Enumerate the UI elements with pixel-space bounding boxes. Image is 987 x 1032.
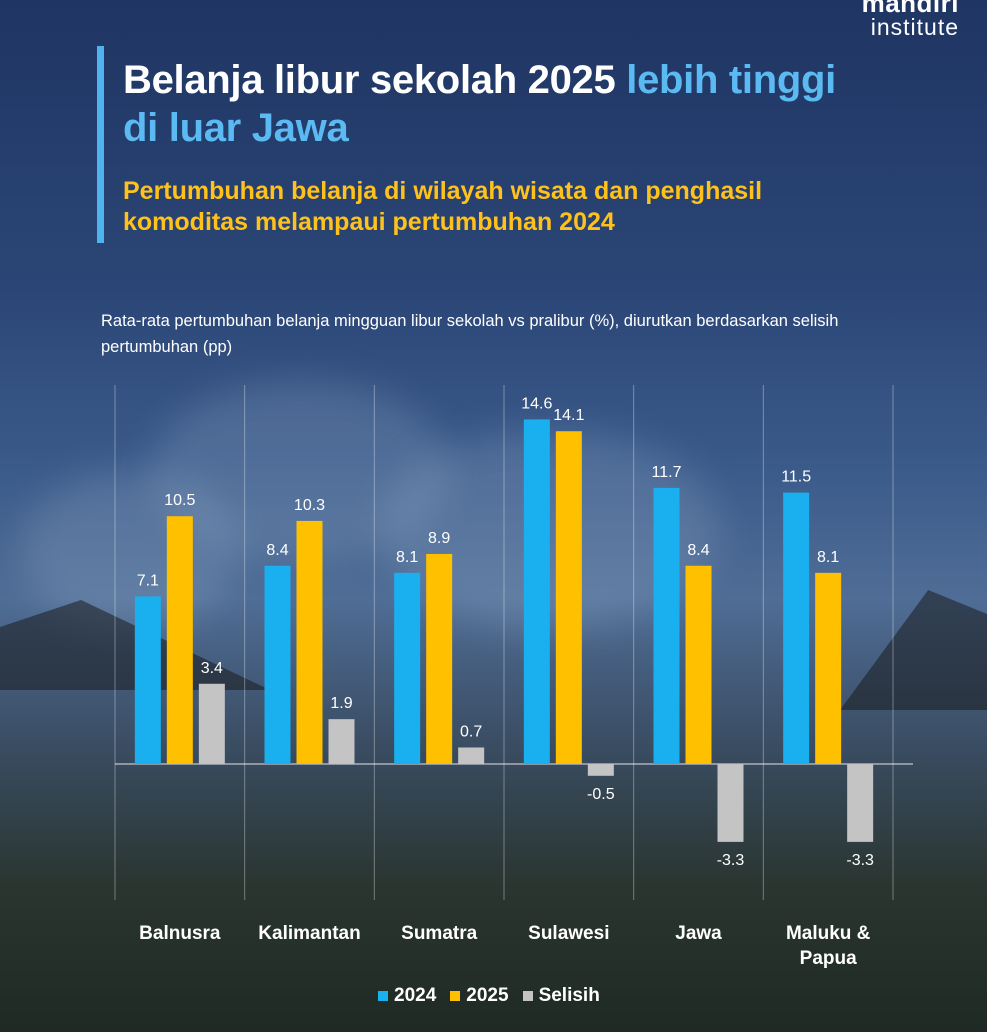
title-highlight1: lebih tinggi: [626, 58, 836, 102]
category-label: Maluku &: [786, 923, 871, 944]
title-accent-bar: [97, 46, 104, 243]
bar-selisih-5: [847, 764, 874, 842]
bar-selisih-1: [328, 719, 355, 764]
category-label: Jawa: [675, 923, 722, 944]
legend-item-selisih: Selisih: [522, 985, 600, 1007]
data-label: 3.4: [201, 660, 223, 677]
data-label: 14.6: [521, 395, 552, 412]
bar-2025-3: [555, 431, 582, 764]
legend-swatch-2025: [450, 991, 461, 1001]
bar-2025-4: [685, 565, 712, 764]
data-label: 7.1: [137, 572, 159, 589]
category-label: Sumatra: [401, 923, 477, 944]
category-label: Sulawesi: [528, 923, 609, 944]
legend-label-2025: 2025: [466, 985, 509, 1006]
bar-2025-2: [426, 553, 453, 764]
legend-label-selisih: Selisih: [538, 985, 600, 1006]
page-title: Belanja libur sekolah 2025 lebih tinggi …: [123, 56, 923, 152]
bar-2024-3: [523, 419, 550, 764]
chart-description: Rata-rata pertumbuhan belanja mingguan l…: [101, 312, 839, 356]
data-label: -3.3: [717, 852, 745, 869]
legend-swatch-selisih: [522, 991, 533, 1001]
data-label: 8.9: [428, 530, 450, 547]
data-label: 11.7: [652, 464, 682, 481]
title-part1: Belanja libur sekolah 2025: [123, 58, 627, 102]
data-label: -3.3: [846, 852, 874, 869]
bar-2024-2: [394, 572, 421, 764]
bar-selisih-2: [458, 747, 485, 764]
legend-swatch-2024: [378, 991, 388, 1001]
data-label: 8.4: [266, 542, 288, 559]
bar-selisih-4: [717, 764, 744, 842]
data-label: 8.1: [817, 549, 839, 566]
bar-2024-4: [653, 487, 680, 764]
legend-item-2024: 2024: [378, 985, 436, 1007]
bar-2025-0: [166, 516, 193, 764]
data-label: 11.5: [781, 469, 811, 486]
data-label: 10.3: [294, 497, 325, 514]
bar-2025-1: [296, 520, 323, 764]
chart-legend: 2024 2025 Selisih: [378, 985, 600, 1007]
brand-line1: mandiri: [861, 0, 959, 18]
background-cloud: [20, 470, 240, 630]
category-label: Balnusra: [139, 923, 221, 944]
brand-line2: institute: [870, 14, 959, 40]
data-label: 8.1: [396, 549, 418, 566]
page-subtitle: Pertumbuhan belanja di wilayah wisata da…: [123, 177, 763, 236]
bar-selisih-3: [587, 764, 614, 776]
bar-2024-0: [134, 596, 161, 764]
bar-2024-5: [783, 492, 810, 764]
legend-label-2024: 2024: [394, 985, 437, 1006]
title-highlight2: di luar Jawa: [123, 106, 349, 150]
category-label: Papua: [800, 948, 857, 969]
data-label: 8.4: [687, 542, 709, 559]
brand-logo: mandiri institute: [862, 0, 959, 39]
bar-2024-1: [264, 565, 291, 764]
legend-item-2025: 2025: [450, 985, 509, 1007]
category-label: Kalimantan: [258, 923, 360, 944]
data-label: 0.7: [460, 723, 482, 740]
bar-selisih-0: [198, 683, 225, 764]
data-label: -0.5: [587, 786, 615, 803]
data-label: 14.1: [553, 407, 584, 424]
data-label: 10.5: [164, 492, 195, 509]
bar-2025-5: [815, 572, 842, 764]
data-label: 1.9: [330, 695, 352, 712]
